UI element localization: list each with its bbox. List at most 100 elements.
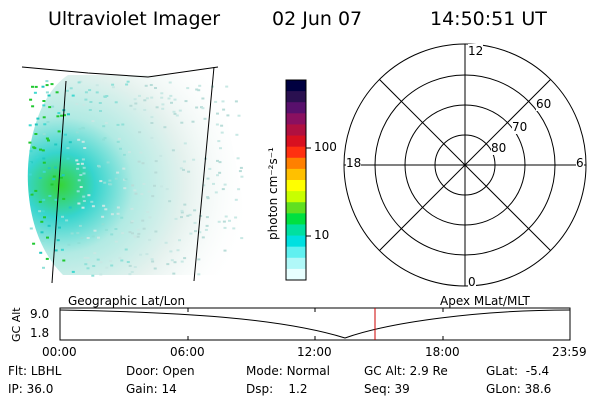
image-pixel bbox=[48, 106, 52, 109]
image-pixel bbox=[82, 195, 86, 198]
image-pixel bbox=[116, 123, 120, 126]
image-pixel bbox=[122, 153, 126, 156]
image-pixel bbox=[79, 186, 83, 188]
image-pixel bbox=[36, 117, 40, 120]
image-pixel bbox=[134, 102, 138, 105]
image-pixel bbox=[35, 155, 39, 158]
image-pixel bbox=[191, 120, 195, 123]
timeline-axis-label: GC Alt bbox=[10, 307, 23, 342]
image-pixel bbox=[32, 242, 36, 245]
image-pixel bbox=[180, 211, 184, 214]
image-pixel bbox=[195, 106, 199, 109]
image-pixel bbox=[55, 91, 59, 94]
image-pixel bbox=[173, 98, 177, 101]
image-pixel bbox=[204, 228, 208, 231]
image-pixel bbox=[167, 97, 171, 100]
image-pixel bbox=[82, 200, 86, 202]
image-pixel bbox=[206, 197, 210, 200]
polar-label-right: 6 bbox=[576, 156, 584, 170]
image-pixel bbox=[78, 224, 82, 227]
colorbar-cell bbox=[286, 146, 306, 159]
image-pixel bbox=[161, 107, 165, 110]
image-pixel bbox=[38, 210, 42, 213]
image-pixel bbox=[151, 260, 155, 263]
image-pixel bbox=[91, 120, 95, 123]
image-pixel bbox=[206, 177, 210, 180]
image-pixel bbox=[39, 251, 43, 254]
image-pixel bbox=[133, 189, 137, 192]
image-pixel bbox=[45, 84, 49, 87]
image-pixel bbox=[188, 213, 192, 216]
image-pixel bbox=[39, 148, 42, 151]
image-pixel bbox=[116, 171, 120, 174]
image-pixel bbox=[145, 253, 149, 256]
image-pixel bbox=[138, 94, 141, 97]
image-pixel bbox=[137, 160, 141, 163]
image-pixel bbox=[133, 266, 137, 268]
image-pixel bbox=[215, 123, 219, 126]
image-pixel bbox=[121, 123, 125, 126]
image-pixel bbox=[182, 168, 185, 171]
image-pixel bbox=[92, 265, 96, 267]
image-pixel bbox=[117, 137, 121, 140]
image-pixel bbox=[217, 140, 221, 143]
image-pixel bbox=[142, 183, 146, 185]
image-pixel bbox=[66, 157, 70, 160]
image-pixel bbox=[186, 214, 190, 217]
image-pixel bbox=[48, 195, 52, 197]
image-pixel bbox=[91, 205, 95, 208]
image-pixel bbox=[42, 161, 46, 164]
date-label: 02 Jun 07 bbox=[272, 8, 363, 30]
image-pixel bbox=[183, 142, 187, 145]
image-pixel bbox=[114, 177, 118, 180]
image-pixel bbox=[29, 98, 33, 101]
image-pixel bbox=[128, 273, 132, 276]
image-pixel bbox=[42, 133, 46, 136]
image-pixel bbox=[77, 81, 81, 84]
image-pixel bbox=[114, 228, 118, 230]
image-pixel bbox=[61, 174, 65, 177]
image-pixel bbox=[75, 103, 79, 106]
image-pixel bbox=[160, 96, 164, 99]
colorbar-cell bbox=[286, 180, 306, 192]
image-pixel bbox=[226, 114, 230, 117]
image-pixel bbox=[129, 104, 133, 107]
image-pixel bbox=[33, 91, 37, 94]
image-pixel bbox=[54, 249, 58, 252]
image-pixel bbox=[34, 85, 38, 88]
image-pixel bbox=[68, 141, 72, 144]
image-pixel bbox=[116, 206, 120, 209]
image-pixel bbox=[110, 213, 114, 216]
image-pixel bbox=[119, 147, 122, 150]
colorbar bbox=[285, 79, 311, 281]
image-pixel bbox=[216, 159, 219, 162]
image-pixel bbox=[240, 175, 244, 178]
image-pixel bbox=[235, 133, 239, 136]
image-pixel bbox=[66, 147, 70, 150]
polar-ring-60: 60 bbox=[536, 97, 552, 111]
image-pixel bbox=[121, 232, 125, 235]
image-pixel bbox=[239, 166, 243, 169]
info-gain: Gain: 14 bbox=[126, 382, 177, 396]
image-pixel bbox=[208, 167, 212, 170]
image-pixel bbox=[67, 243, 71, 246]
image-pixel bbox=[65, 89, 69, 92]
image-pixel bbox=[95, 84, 99, 87]
timeline-plot bbox=[59, 307, 571, 341]
image-pixel bbox=[47, 139, 50, 142]
image-pixel bbox=[150, 258, 154, 261]
image-pixel bbox=[45, 80, 49, 83]
image-pixel bbox=[175, 114, 179, 117]
image-pixel bbox=[180, 121, 184, 124]
image-pixel bbox=[83, 147, 87, 149]
image-pixel bbox=[45, 91, 49, 94]
image-pixel bbox=[79, 174, 83, 176]
image-pixel bbox=[34, 189, 38, 192]
image-pixel bbox=[46, 236, 49, 239]
image-pixel bbox=[124, 248, 128, 251]
image-pixel bbox=[89, 101, 93, 103]
image-pixel bbox=[99, 261, 103, 264]
image-pixel bbox=[223, 183, 227, 186]
image-pixel bbox=[77, 179, 81, 182]
image-pixel bbox=[192, 158, 196, 161]
